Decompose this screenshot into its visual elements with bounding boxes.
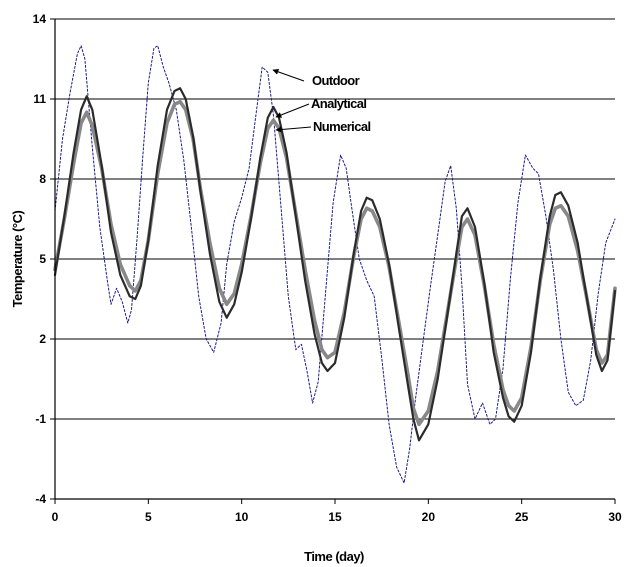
x-tick-label-6: 30 [608, 510, 622, 524]
annotation-arrow-analytical [275, 103, 310, 118]
axes [50, 18, 616, 504]
annotation-numerical: Numerical [313, 119, 370, 134]
y-tick-label-2: 2 [39, 332, 46, 346]
annotation-arrow-numerical [275, 126, 312, 133]
y-tick-label-0: -4 [35, 492, 46, 506]
x-tick-label-3: 15 [328, 510, 342, 524]
y-tick-label-5: 11 [33, 92, 46, 106]
x-tick-label-5: 25 [515, 510, 529, 524]
x-tick-label-0: 0 [52, 510, 59, 524]
series-lines [53, 45, 617, 484]
gridlines [55, 18, 615, 500]
annotations: Outdoor Analytical Numerical [272, 68, 371, 134]
series-line-numerical [53, 99, 617, 427]
annotation-analytical: Analytical [311, 96, 366, 111]
annotation-outdoor: Outdoor [312, 73, 360, 88]
x-tick-label-4: 20 [422, 510, 436, 524]
series-line-analytical [53, 87, 617, 442]
x-axis-label: Time (day) [304, 549, 364, 564]
series-line-outdoor [54, 45, 616, 484]
x-tick-label-1: 5 [145, 510, 152, 524]
y-tick-label-3: 5 [39, 252, 46, 266]
y-tick-label-6: 14 [33, 12, 47, 26]
y-axis-label: Temperature (°C) [10, 211, 25, 308]
x-tick-label-2: 10 [235, 510, 249, 524]
annotation-arrow-outdoor [272, 68, 305, 82]
y-tick-label-1: -1 [35, 412, 46, 426]
y-tick-label-4: 8 [39, 172, 46, 186]
